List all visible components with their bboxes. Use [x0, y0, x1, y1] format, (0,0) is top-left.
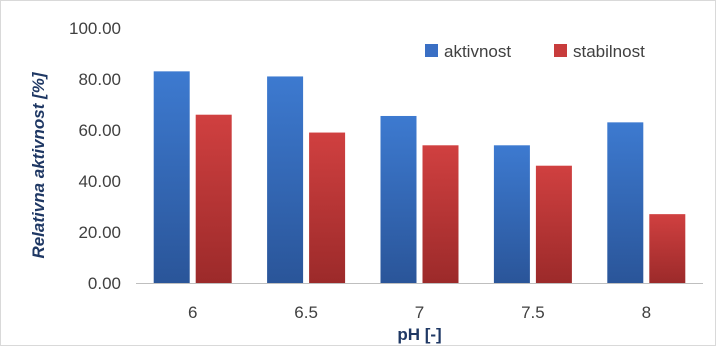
x-tick-label: 6.5: [294, 303, 318, 322]
bar-aktivnost-7.5: [493, 145, 530, 283]
bars: [153, 71, 686, 283]
bar-stabilnost-8: [649, 214, 686, 283]
y-tick-label: 60.00: [78, 121, 121, 140]
x-tick-label: 8: [642, 303, 651, 322]
bar-aktivnost-8: [607, 122, 644, 283]
y-tick-label: 40.00: [78, 172, 121, 191]
x-axis-title: pH [-]: [397, 325, 441, 344]
x-axis: 6 6.5 7 7.5 8: [136, 283, 703, 322]
bar-aktivnost-6.5: [267, 76, 304, 283]
y-tick-label: 80.00: [78, 70, 121, 89]
bar-stabilnost-6: [195, 114, 232, 283]
legend-swatch-stabilnost: [554, 44, 567, 57]
y-tick-label: 100.00: [69, 19, 121, 38]
y-tick-label: 0.00: [88, 274, 121, 293]
bar-aktivnost-6: [153, 71, 190, 283]
x-tick-label: 7: [415, 303, 424, 322]
legend: aktivnost stabilnost: [425, 42, 645, 61]
bar-stabilnost-6.5: [309, 132, 346, 283]
x-tick-label: 6: [188, 303, 197, 322]
y-axis: 0.00 20.00 40.00 60.00 80.00 100.00: [69, 19, 121, 293]
legend-swatch-aktivnost: [425, 44, 438, 57]
legend-label-stabilnost: stabilnost: [573, 42, 645, 61]
y-tick-label: 20.00: [78, 223, 121, 242]
bar-stabilnost-7: [422, 145, 459, 283]
bar-stabilnost-7.5: [535, 165, 572, 283]
y-axis-title: Relativna aktivnost [%]: [29, 71, 48, 258]
legend-label-aktivnost: aktivnost: [444, 42, 511, 61]
x-tick-label: 7.5: [521, 303, 545, 322]
bar-aktivnost-7: [380, 115, 417, 283]
